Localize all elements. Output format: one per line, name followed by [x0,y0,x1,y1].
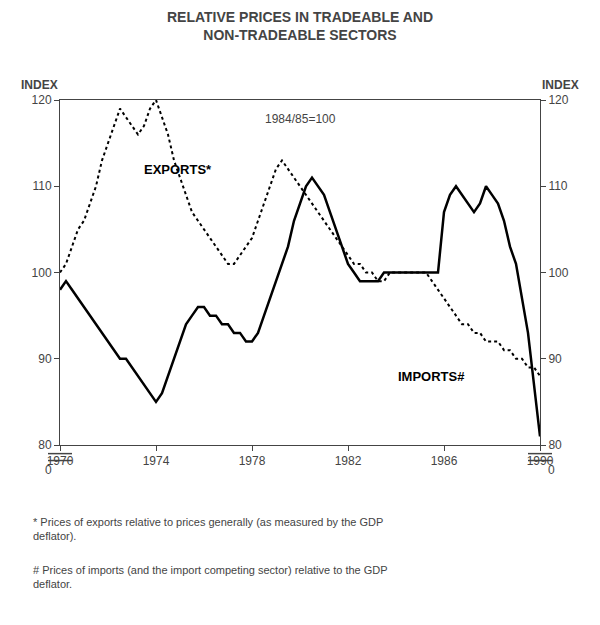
svg-text:100: 100 [32,266,52,280]
svg-text:RELATIVE PRICES IN TRADEABLE A: RELATIVE PRICES IN TRADEABLE ANDNON-TRAD… [167,9,433,43]
svg-text:1974: 1974 [143,454,170,468]
svg-text:INDEX: INDEX [542,78,579,92]
svg-text:1970: 1970 [47,454,74,468]
svg-text:0: 0 [548,463,555,477]
svg-text:80: 80 [548,438,562,452]
svg-text:1990: 1990 [527,454,554,468]
svg-text:INDEX: INDEX [21,78,58,92]
svg-text:100: 100 [548,266,568,280]
svg-text:IMPORTS#: IMPORTS# [398,369,465,384]
svg-text:1982: 1982 [335,454,362,468]
svg-text:120: 120 [548,93,568,107]
svg-text:90: 90 [38,352,52,366]
svg-text:* Prices of exports relative t: * Prices of exports relative to prices g… [33,516,383,542]
svg-text:0: 0 [45,463,52,477]
svg-text:# Prices of imports (and the i: # Prices of imports (and the import comp… [33,564,388,590]
svg-text:120: 120 [32,93,52,107]
svg-text:1986: 1986 [431,454,458,468]
svg-text:EXPORTS*: EXPORTS* [144,162,212,177]
svg-text:110: 110 [32,179,51,193]
svg-text:80: 80 [38,438,52,452]
svg-text:90: 90 [548,352,562,366]
svg-text:110: 110 [548,179,567,193]
svg-text:1978: 1978 [239,454,266,468]
svg-text:1984/85=100: 1984/85=100 [265,112,336,126]
